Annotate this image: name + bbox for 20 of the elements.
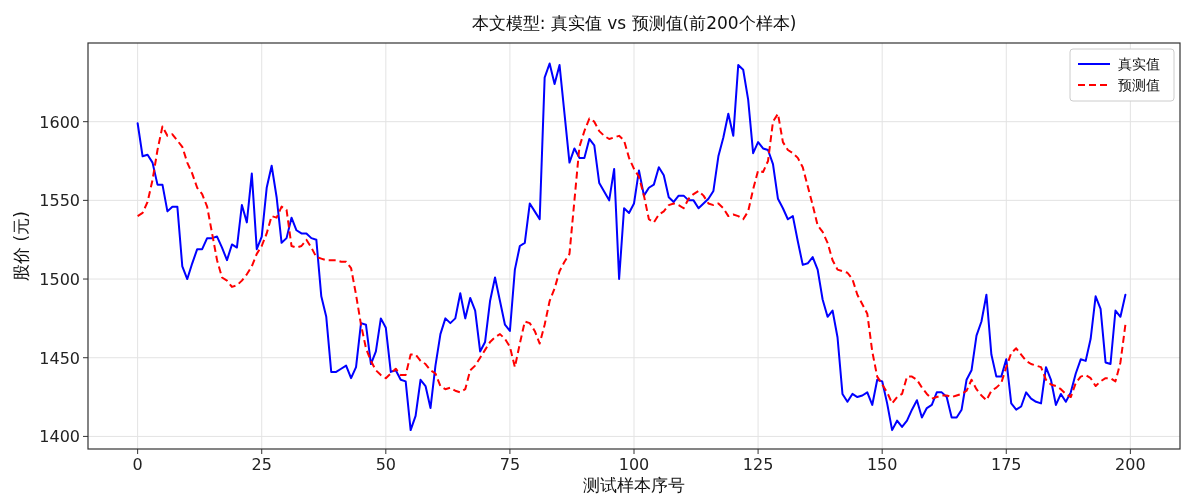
x-tick-label: 150 [866,455,898,474]
x-axis-title: 测试样本序号 [583,475,685,495]
x-tick-label: 175 [991,455,1022,474]
x-tick-label: 100 [618,455,650,474]
y-axis-title: 股价 (元) [11,211,31,281]
chart-title: 本文模型: 真实值 vs 预测值(前200个样本) [471,13,797,33]
x-tick-label: 75 [499,455,521,474]
line-series [136,112,1127,405]
legend-label: 真实值 [1118,56,1160,72]
x-tick-label: 0 [132,455,143,474]
y-tick-label: 1400 [39,427,80,447]
x-tick-label: 50 [375,455,396,474]
legend-label: 预测值 [1118,77,1160,93]
y-tick-label: 1550 [39,191,80,211]
x-tick-label: 25 [251,455,272,474]
y-tick-label: 1500 [39,270,80,290]
x-tick-label: 125 [742,455,774,474]
y-tick-label: 1600 [39,112,80,132]
x-tick-label: 200 [1115,455,1146,474]
y-tick-label: 1450 [39,348,80,368]
